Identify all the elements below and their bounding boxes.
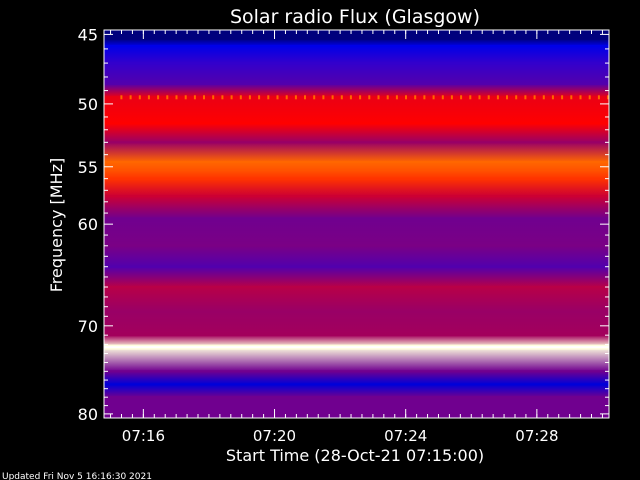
interference-dot <box>533 95 536 100</box>
interference-dot <box>349 95 352 100</box>
interference-dot <box>166 95 169 100</box>
y-tick-label: 60 <box>78 215 98 234</box>
interference-dot <box>285 95 288 100</box>
interference-dot <box>561 95 564 100</box>
band-16 <box>104 334 609 337</box>
chart-title: Solar radio Flux (Glasgow) <box>230 6 480 28</box>
interference-dot <box>138 95 141 100</box>
interference-dot <box>588 95 591 100</box>
band-10 <box>104 195 609 198</box>
interference-dot <box>579 95 582 100</box>
interference-dot <box>405 95 407 100</box>
interference-dot <box>359 95 362 100</box>
interference-dot <box>496 95 499 100</box>
interference-dot <box>432 95 435 100</box>
band-4 <box>104 96 609 99</box>
band-12 <box>104 244 609 247</box>
y-tick-label: 70 <box>78 317 98 336</box>
interference-dot <box>147 95 150 100</box>
x-tick-label: 07:16 <box>122 427 165 445</box>
interference-dot <box>450 95 453 100</box>
interference-dot <box>258 95 261 100</box>
band-2 <box>104 62 609 65</box>
y-tick-label: 55 <box>78 158 98 177</box>
band-14 <box>104 286 609 288</box>
y-axis-label: Frequency [MHz] <box>47 158 66 292</box>
band-11 <box>104 217 609 220</box>
band-15 <box>104 310 609 313</box>
interference-dot <box>395 95 398 100</box>
band-20 <box>104 396 609 399</box>
interference-dot <box>340 95 343 100</box>
interference-dot <box>203 95 205 100</box>
interference-dot <box>570 95 573 100</box>
interference-dot <box>304 95 306 100</box>
interference-dot <box>506 95 508 100</box>
interference-dot <box>267 95 270 100</box>
interference-marks <box>120 95 609 100</box>
band-6 <box>104 141 609 144</box>
y-tick-label: 50 <box>78 95 98 114</box>
interference-dot <box>551 95 554 100</box>
interference-dot <box>248 95 251 100</box>
band-9 <box>104 177 609 180</box>
interference-dot <box>469 95 472 100</box>
interference-dot <box>386 95 389 100</box>
interference-dot <box>542 95 545 100</box>
band-core-17 <box>104 346 609 349</box>
interference-dot <box>212 95 215 100</box>
band-0 <box>104 37 609 40</box>
band-3 <box>104 82 609 85</box>
interference-dot <box>184 95 187 100</box>
interference-dot <box>322 95 325 100</box>
x-axis-label: Start Time (28-Oct-21 07:15:00) <box>226 446 484 465</box>
interference-dot <box>515 95 518 100</box>
updated-timestamp: Updated Fri Nov 5 16:16:30 2021 <box>2 472 152 480</box>
x-tick-label: 07:28 <box>515 427 558 445</box>
y-tick-label: 80 <box>78 405 98 424</box>
interference-dot <box>120 95 123 100</box>
band-13 <box>104 265 609 268</box>
interference-dot <box>607 95 609 100</box>
interference-dot <box>423 95 426 100</box>
x-tick-label: 07:20 <box>253 427 296 445</box>
interference-dot <box>221 95 224 100</box>
interference-dot <box>313 95 316 100</box>
band-5 <box>104 122 609 125</box>
band-7 <box>104 160 609 163</box>
interference-dot <box>524 95 527 100</box>
interference-dot <box>331 95 334 100</box>
axes: 45 50 55 60 70 80 07:16 07:20 07:24 07:28 <box>78 25 610 445</box>
interference-dot <box>460 95 463 100</box>
band-18 <box>104 370 609 373</box>
interference-dot <box>478 95 481 100</box>
interference-dot <box>294 95 297 100</box>
interference-dot <box>487 95 490 100</box>
interference-dot <box>368 95 371 100</box>
x-tick-label: 07:24 <box>384 427 427 445</box>
y-tick-label: 45 <box>78 25 98 44</box>
band-19 <box>104 383 609 386</box>
interference-dot <box>239 95 242 100</box>
interference-dot <box>157 95 160 100</box>
interference-dot <box>175 95 178 100</box>
interference-dot <box>276 95 279 100</box>
interference-dot <box>377 95 380 100</box>
interference-dot <box>597 95 600 100</box>
interference-dot <box>441 95 444 100</box>
band-1 <box>104 45 609 47</box>
interference-dot <box>193 95 196 100</box>
spectrum-gradient <box>104 30 609 418</box>
interference-dot <box>230 95 233 100</box>
frequency-bands <box>104 30 609 418</box>
interference-dot <box>414 95 417 100</box>
interference-dot <box>129 95 132 100</box>
band-8 <box>104 169 609 172</box>
